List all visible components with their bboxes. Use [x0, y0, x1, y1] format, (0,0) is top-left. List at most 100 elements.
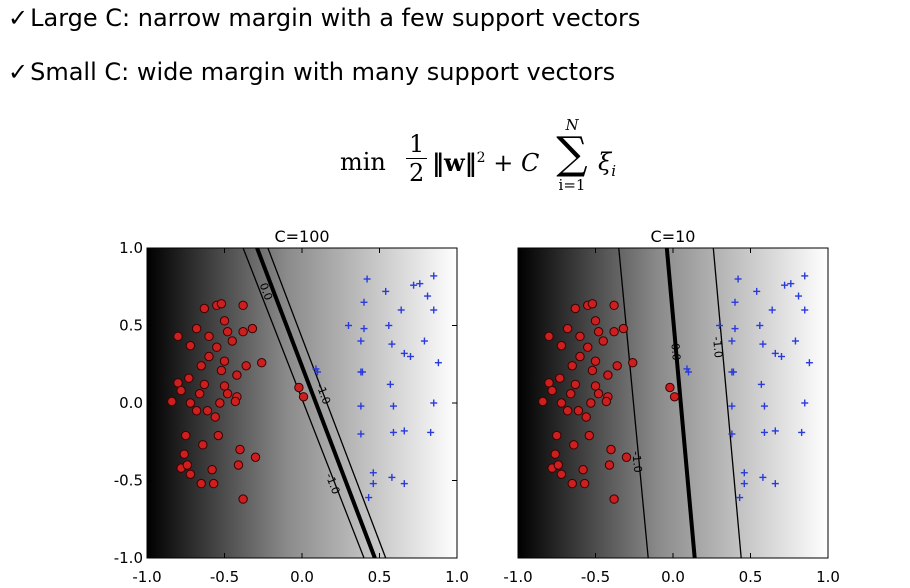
class-a-point — [196, 478, 206, 489]
class-a-point — [195, 389, 205, 399]
class-a-point — [216, 365, 227, 376]
class-a-point — [587, 365, 598, 376]
class-a-point — [575, 351, 585, 362]
class-b-point — [731, 298, 739, 306]
class-a-point — [182, 460, 193, 470]
contour-label: 0.0 — [257, 281, 275, 302]
class-a-point — [185, 398, 196, 408]
class-b-point — [768, 306, 776, 314]
class-a-point — [216, 299, 227, 309]
class-a-point — [598, 336, 608, 346]
formula-frac-den: 2 — [409, 159, 425, 187]
class-a-point — [227, 336, 237, 346]
class-a-point — [196, 361, 206, 371]
class-b-point — [756, 322, 764, 329]
formula-frac-num: 1 — [406, 130, 428, 159]
bullet-text: Small C: wide margin with many support v… — [30, 58, 616, 86]
class-a-point — [581, 412, 591, 422]
class-b-point — [345, 322, 352, 329]
decision-boundary-line — [255, 248, 377, 558]
class-b-point — [397, 306, 405, 314]
class-b-point — [683, 365, 691, 373]
formula-sum: N ∑ i=1 — [550, 116, 594, 194]
class-a-point — [609, 327, 619, 337]
class-a-point — [199, 379, 210, 390]
class-a-point — [257, 358, 267, 368]
class-b-point — [771, 480, 779, 488]
plot-area: 0.0-1.0-1.0 — [538, 248, 813, 558]
class-a-point — [556, 398, 567, 408]
class-b-point — [771, 349, 779, 357]
class-a-point — [618, 323, 629, 334]
class-b-point — [420, 337, 428, 345]
class-b-point — [801, 399, 809, 407]
class-a-point — [241, 361, 251, 371]
class-b-point — [728, 337, 736, 345]
x-tick-label: 1.0 — [816, 568, 840, 586]
class-a-point — [628, 358, 638, 368]
margin-line — [712, 248, 742, 558]
class-a-point — [609, 494, 619, 504]
class-a-point — [603, 370, 613, 380]
class-a-point — [566, 389, 576, 399]
class-a-point — [191, 323, 202, 334]
margin-line — [242, 248, 365, 558]
formula-sum-bottom: i=1 — [558, 176, 586, 194]
class-b-point — [382, 287, 390, 295]
class-b-point — [427, 428, 435, 436]
class-a-point — [567, 361, 577, 371]
class-b-point — [778, 353, 785, 360]
class-a-point — [191, 406, 202, 416]
class-a-point — [235, 444, 245, 455]
decision-function-background — [147, 248, 457, 558]
class-b-point — [424, 292, 432, 300]
class-b-point — [369, 480, 377, 488]
class-b-point — [416, 280, 424, 288]
chart-title: C=100 — [274, 227, 329, 246]
class-b-point — [801, 306, 809, 314]
class-a-point — [604, 460, 615, 470]
class-b-point — [757, 380, 765, 388]
margin-line — [267, 248, 387, 558]
formula-sum-top: N — [565, 116, 579, 134]
class-b-point — [400, 480, 408, 488]
class-a-point — [556, 469, 567, 479]
class-a-point — [593, 327, 604, 337]
class-b-point — [716, 322, 723, 329]
class-b-point — [731, 325, 739, 333]
class-b-point — [728, 430, 736, 438]
class-b-point — [388, 473, 396, 481]
class-a-point — [219, 356, 230, 366]
class-a-point — [233, 460, 244, 470]
contour-label: -1.0 — [710, 336, 725, 359]
class-a-point — [567, 478, 577, 489]
class-b-point — [369, 469, 377, 477]
class-b-point — [805, 359, 813, 367]
class-a-point — [204, 331, 214, 342]
chart-c10: 0.0 -1.0 -1.0 C=10 -1.0 -0.5 0.0 0.5 1.0 — [503, 227, 840, 586]
class-b-point — [740, 469, 748, 477]
formula-xi: ξi — [598, 148, 616, 180]
class-a-point — [208, 478, 219, 489]
class-a-point — [609, 300, 619, 311]
bullet-text: Large C: narrow margin with a few suppor… — [30, 4, 641, 32]
bullet-large-c: ✓Large C: narrow margin with a few suppo… — [8, 4, 640, 32]
class-a-point — [590, 381, 601, 391]
margin-line — [618, 248, 649, 558]
formula-xi-symbol: ξ — [598, 148, 612, 176]
class-b-point — [740, 480, 748, 488]
class-a-point — [612, 361, 622, 371]
x-tick-label: 0.5 — [368, 568, 392, 586]
x-tick-label: 1.0 — [445, 568, 469, 586]
class-b-point — [787, 280, 795, 288]
x-tick-label: -0.5 — [581, 568, 610, 586]
class-b-point — [685, 368, 692, 376]
class-b-point — [385, 322, 393, 329]
formula-min: min — [340, 148, 386, 176]
plot-area: 0.0-1.0-1.0 — [167, 248, 442, 558]
class-a-point — [247, 323, 258, 334]
class-a-point — [238, 300, 248, 311]
formula-sum-sigma: ∑ — [556, 128, 588, 179]
y-tick-label: -1.0 — [114, 549, 143, 567]
